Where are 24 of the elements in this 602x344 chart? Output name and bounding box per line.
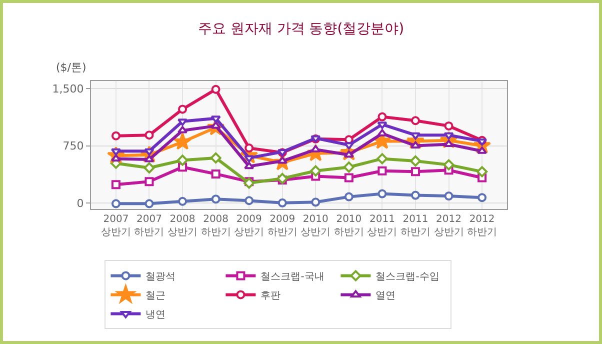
legend-label: 철근 [146,290,166,302]
legend-label: 철광석 [146,272,176,283]
y-tick-label: 0 [76,196,84,210]
legend-label: 열연 [376,290,396,302]
y-tick-label: 1,500 [52,82,84,96]
x-tick-label: 2011 상반기 [367,214,398,238]
legend-label: 후판 [260,290,281,302]
x-tick-label: 2009 하반기 [267,214,298,238]
x-tick-label: 2008 하반기 [200,214,231,238]
x-tick-label: 2010 상반기 [300,214,331,238]
legend-label: 철스크랩-수입 [376,272,440,283]
y-axis-title: ($/톤) [56,61,86,74]
x-tick-label: 2012 하반기 [467,214,498,238]
x-tick-label: 2007 상반기 [100,214,131,238]
legend-label: 철스크랩-국내 [260,272,324,283]
x-tick-label: 2011 하반기 [400,214,430,238]
x-tick-label: 2008 상반기 [168,214,198,238]
x-tick-label: 2010 하반기 [334,214,364,238]
legend-label: 냉연 [146,310,166,321]
y-tick-label: 750 [62,140,84,153]
x-tick-label: 2009 상반기 [234,214,264,238]
x-tick-label: 2012 상반기 [434,214,464,238]
x-tick-label: 2007 하반기 [134,214,164,238]
chart-title: 주요 원자재 가격 동향(철강분야) [198,21,404,38]
